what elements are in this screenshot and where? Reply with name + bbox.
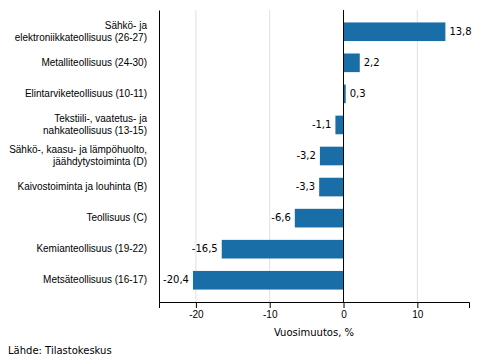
x-tick: -20 (189, 302, 204, 320)
y-tick-label-line: Teollisuus (C) (86, 212, 147, 223)
y-tick-label-line: Metsäteollisuus (16-17) (43, 274, 147, 285)
y-tick-label-line: Tekstiili-, vaatetus- ja (54, 113, 147, 124)
y-axis-line (159, 11, 160, 303)
y-tick: Kemianteollisuus (19-22) (36, 243, 159, 254)
data-labels: -20,4 -16,5 -6,6 -3,3 -3,2 -1,1 0,3 2,2 13,8 (163, 26, 472, 286)
y-tick: Sähkö- jaelektroniikkateollisuus (26-27) (15, 20, 159, 43)
x-tick-label: 0 (341, 309, 347, 320)
x-tick-mark (196, 302, 197, 308)
x-tick-label: -20 (189, 309, 204, 320)
y-tick-label-line: Sähkö- ja (105, 20, 148, 31)
grid-line (417, 10, 418, 302)
data-label: 2,2 (364, 57, 380, 68)
grid-line (195, 10, 196, 302)
plot: -20 -10 0 10 Vuosimuutos, % -20,4 -16,5 -6,6 -3,… (160, 10, 472, 338)
x-axis-line (160, 303, 470, 309)
bar (319, 178, 343, 197)
y-tick: Sähkö-, kaasu- ja lämpöhuolto,jäähdytyst… (9, 144, 159, 167)
y-tick-label-line: Sähkö-, kaasu- ja lämpöhuolto, (9, 144, 147, 155)
x-axis-title: Vuosimuutos, % (274, 327, 354, 338)
x-tick-label: 10 (412, 309, 424, 320)
data-label: 0,3 (350, 88, 366, 99)
y-tick-label-line: nahkateollisuus (13-15) (43, 125, 147, 136)
y-tick-label: Sähkö- jaelektroniikkateollisuus (26-27) (15, 20, 148, 43)
y-tick-label: Metalliteollisuus (24-30) (41, 57, 147, 68)
data-label: -1,1 (312, 119, 332, 130)
y-tick-label: Teollisuus (C) (86, 212, 147, 223)
y-tick: Metsäteollisuus (16-17) (43, 274, 159, 285)
y-tick-label: Elintarviketeollisuus (10-11) (25, 88, 147, 99)
data-label: -3,3 (296, 181, 316, 192)
y-tick-label-line: elektroniikkateollisuus (26-27) (15, 32, 147, 43)
y-tick-label: Metsäteollisuus (16-17) (43, 274, 147, 285)
bar (193, 271, 344, 290)
chart: Metsäteollisuus (16-17) Kemianteollisuus … (0, 0, 493, 360)
y-tick-label-line: Kemianteollisuus (19-22) (36, 243, 147, 254)
y-tick-label: Sähkö-, kaasu- ja lämpöhuolto,jäähdytyst… (9, 144, 147, 167)
data-label: -16,5 (192, 243, 218, 254)
data-label: -20,4 (163, 274, 189, 285)
grid-line (343, 10, 344, 302)
zero-line (343, 10, 344, 302)
x-tick: 10 (412, 302, 424, 320)
grid (196, 10, 417, 302)
data-label: -6,6 (271, 212, 291, 223)
y-tick: Kaivostoiminta ja louhinta (B) (17, 181, 159, 192)
y-axis: Metsäteollisuus (16-17) Kemianteollisuus … (9, 11, 159, 303)
y-tick-label: Kaivostoiminta ja louhinta (B) (17, 181, 147, 192)
bar (335, 116, 343, 135)
bar (344, 22, 446, 41)
y-tick-label: Kemianteollisuus (19-22) (36, 243, 147, 254)
bar (344, 53, 360, 72)
y-tick-label-line: Elintarviketeollisuus (10-11) (25, 88, 147, 99)
data-label: 13,8 (449, 26, 471, 37)
y-tick: Metalliteollisuus (24-30) (41, 57, 159, 68)
x-tick: -10 (263, 302, 278, 320)
y-tick: Teollisuus (C) (86, 212, 159, 223)
x-tick-mark (344, 302, 345, 308)
x-tick-mark (270, 302, 271, 308)
source-note: Lähde: Tilastokeskus (8, 345, 112, 356)
bar (222, 240, 344, 259)
x-tick-mark (417, 302, 418, 308)
y-tick: Elintarviketeollisuus (10-11) (25, 88, 159, 99)
bars (193, 22, 445, 289)
y-tick-label-line: Metalliteollisuus (24-30) (41, 57, 147, 68)
x-axis: -20 -10 0 10 (160, 302, 470, 320)
data-label: -3,2 (296, 150, 316, 161)
bar (295, 209, 344, 228)
bar (320, 147, 344, 166)
x-tick-label: -10 (263, 309, 278, 320)
x-tick: 0 (341, 302, 347, 320)
y-tick-label-line: jäähdytystoiminta (D) (52, 156, 147, 167)
y-tick: Tekstiili-, vaatetus- janahkateollisuus … (43, 113, 159, 136)
y-tick-label: Tekstiili-, vaatetus- janahkateollisuus … (43, 113, 147, 136)
y-tick-label-line: Kaivostoiminta ja louhinta (B) (17, 181, 147, 192)
